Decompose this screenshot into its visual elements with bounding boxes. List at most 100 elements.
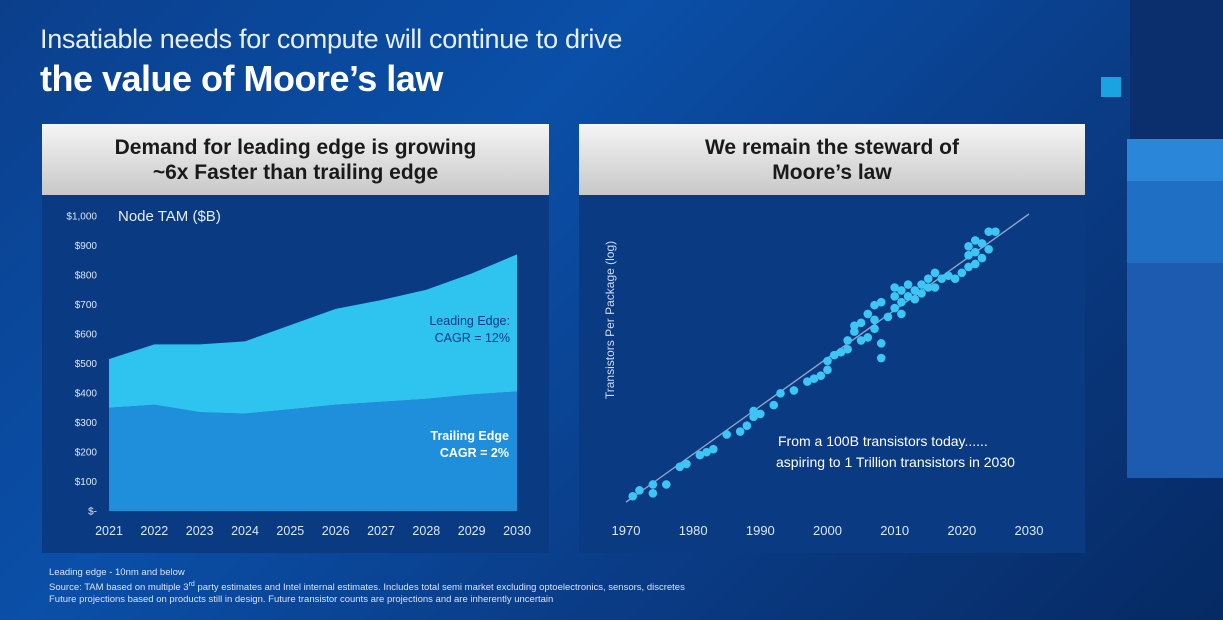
right-header-line2: Moore’s law xyxy=(772,160,892,184)
scatter-point xyxy=(964,242,973,251)
scatter-point xyxy=(843,344,852,354)
scatter-point xyxy=(856,318,866,328)
footnote-2: Source: TAM based on multiple 3rd party … xyxy=(49,581,685,594)
scatter-point xyxy=(876,339,886,348)
scatter-point xyxy=(876,297,886,307)
x-tick-label: 2021 xyxy=(95,524,123,538)
trailing-edge-label-line1: Trailing Edge xyxy=(431,429,510,443)
scatter-point xyxy=(709,444,718,454)
x-tick-label: 2029 xyxy=(458,524,486,538)
node-tam-area-chart: $- $100 $200 $300 $400 $500 $600 $700 $800 $900 $1… xyxy=(66,208,531,538)
scatter-point xyxy=(870,315,879,325)
scatter-point xyxy=(883,312,893,322)
x-tick-label: 2025 xyxy=(276,524,304,538)
scatter-point xyxy=(923,274,933,283)
left-header-line2: ~6x Faster than trailing edge xyxy=(152,160,439,184)
scatter-point xyxy=(843,336,852,345)
y-tick-label: $600 xyxy=(75,330,98,341)
scatter-point xyxy=(850,321,859,331)
footnote-1: Leading edge - 10nm and below xyxy=(49,567,185,578)
annotation-line2: aspiring to 1 Trillion transistors in 20… xyxy=(776,454,1015,470)
y-axis-label: Transistors Per Package (log) xyxy=(603,241,617,399)
scatter-point xyxy=(769,400,779,410)
x-tick-label: 1980 xyxy=(679,523,708,538)
y-tick-label: $100 xyxy=(75,477,98,488)
decor-square-small xyxy=(1101,77,1121,97)
leading-edge-label-line2: CAGR = 12% xyxy=(435,331,510,345)
scatter-point xyxy=(829,350,839,360)
scatter-point xyxy=(876,353,886,363)
scatter-point xyxy=(870,324,879,333)
scatter-point xyxy=(991,227,1000,236)
transistor-scatter-chart: 1970 1980 1990 2000 2010 2020 2030 Transistors… xyxy=(603,213,1044,538)
leading-edge-label-line1: Leading Edge: xyxy=(429,314,510,328)
scatter-point xyxy=(682,459,691,469)
x-tick-label: 1970 xyxy=(612,523,641,538)
scatter-point xyxy=(890,283,899,292)
scatter-point xyxy=(823,356,832,366)
scatter-point xyxy=(695,450,705,460)
decor-block-right-top xyxy=(1130,0,1223,139)
y-tick-label: $700 xyxy=(75,300,98,311)
scatter-point xyxy=(964,250,973,260)
x-tick-label: 1990 xyxy=(746,523,775,538)
scatter-point xyxy=(903,292,913,301)
annotation-line1: From a 100B transistors today...... xyxy=(778,433,988,449)
chart-title-node-tam: Node TAM ($B) xyxy=(118,208,221,225)
scatter-point xyxy=(903,280,913,289)
scatter-point xyxy=(756,409,765,419)
scatter-point xyxy=(917,280,926,289)
leading-edge-area xyxy=(109,254,517,414)
x-tick-label: 2020 xyxy=(947,523,976,538)
scatter-point xyxy=(977,239,987,248)
slide-subtitle: Insatiable needs for compute will contin… xyxy=(40,24,623,54)
scatter-point xyxy=(816,371,826,380)
slide-title: the value of Moore’s law xyxy=(40,58,443,99)
scatter-point xyxy=(628,491,638,501)
scatter-point xyxy=(702,447,711,457)
x-tick-label: 2027 xyxy=(367,524,395,538)
x-tick-label: 2030 xyxy=(1015,523,1044,538)
scatter-point xyxy=(897,297,906,307)
scatter-point xyxy=(809,374,819,383)
left-header-line1: Demand for leading edge is growing xyxy=(114,135,477,159)
scatter-point xyxy=(870,300,879,310)
x-tick-label: 2010 xyxy=(880,523,909,538)
scatter-point xyxy=(910,294,920,304)
scatter-point xyxy=(937,274,946,283)
scatter-point xyxy=(856,336,866,345)
trailing-edge-area xyxy=(109,391,517,511)
scatter-point xyxy=(930,268,940,278)
x-tick-label: 2000 xyxy=(813,523,842,538)
scatter-point xyxy=(823,365,832,375)
y-tick-label: $200 xyxy=(75,448,98,459)
scatter-point xyxy=(863,333,873,342)
x-tick-label: 2022 xyxy=(140,524,168,538)
scatter-point xyxy=(635,486,644,495)
scatter-point xyxy=(917,289,926,298)
scatter-point xyxy=(776,389,785,398)
y-tick-label: $800 xyxy=(75,271,98,282)
scatter-point xyxy=(977,253,987,263)
scatter-point xyxy=(803,377,812,386)
scatter-point xyxy=(749,406,758,416)
x-tick-label: 2030 xyxy=(503,524,531,538)
x-tick-label: 2028 xyxy=(412,524,440,538)
scatter-point xyxy=(950,274,960,283)
trailing-edge-label-line2: CAGR = 2% xyxy=(440,446,509,460)
scatter-point xyxy=(897,309,906,319)
y-tick-label: $- xyxy=(88,507,97,518)
right-panel-header: We remain the steward of Moore’s law xyxy=(579,124,1085,195)
right-panel: We remain the steward of Moore’s law 197… xyxy=(579,124,1085,553)
scatter-point xyxy=(742,421,752,430)
y-tick-label: $400 xyxy=(75,389,98,400)
scatter-point xyxy=(984,227,993,236)
scatter-point xyxy=(890,292,899,301)
scatter-point xyxy=(789,386,799,395)
scatter-point xyxy=(957,268,967,278)
left-panel-header: Demand for leading edge is growing ~6x F… xyxy=(42,124,549,195)
scatter-point xyxy=(662,480,671,489)
decor-block-mid xyxy=(1127,181,1223,263)
footnotes: Leading edge - 10nm and below Source: TA… xyxy=(49,567,685,606)
x-tick-label: 2023 xyxy=(186,524,214,538)
